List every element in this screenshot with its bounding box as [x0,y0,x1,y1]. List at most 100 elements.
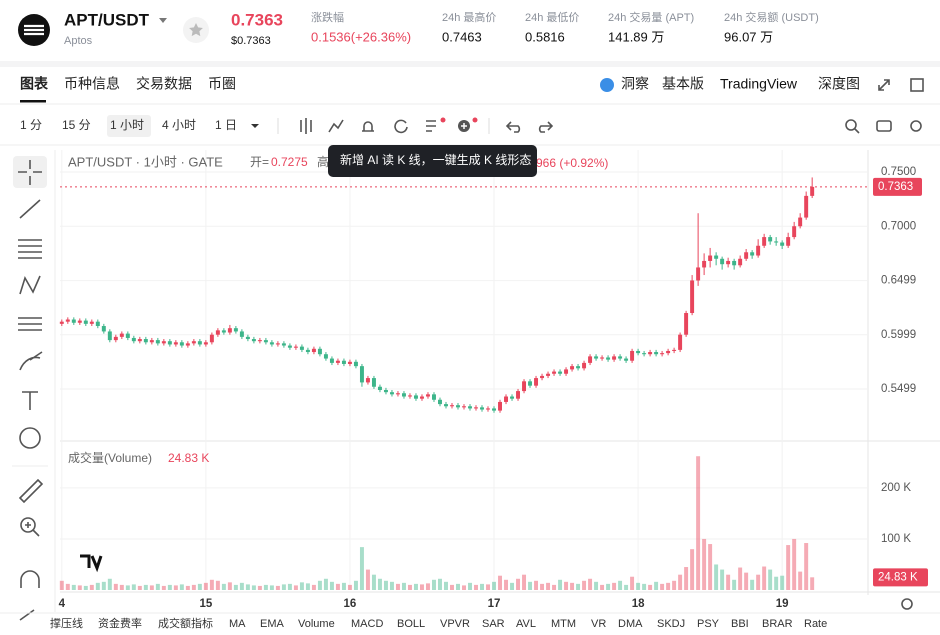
volume-bar [648,584,653,590]
volume-bar [311,584,316,590]
window-icon[interactable] [910,78,924,92]
volume-bar [606,583,611,590]
tv-logo-mark [80,554,103,573]
axis-settings-icon[interactable] [901,598,913,610]
candle-body [690,280,695,314]
volume-bar [600,584,605,590]
indicator[interactable]: 资金费率 [98,616,142,630]
tab[interactable]: 币种信息 [64,76,120,92]
indicator[interactable]: MTM [551,618,576,630]
interval[interactable]: 4 小时 [162,118,196,132]
volume-bar [492,581,496,590]
candle-body [768,237,773,242]
stat-label: 24h 最高价 [442,10,496,24]
volume-bar [654,581,659,590]
ai-icon[interactable] [426,120,436,132]
interval[interactable]: 1 日 [215,118,237,132]
indicator[interactable]: 撑压线 [50,616,83,630]
indicator[interactable]: BOLL [397,618,425,630]
camera-icon[interactable] [876,120,892,132]
interval[interactable]: 15 分 [62,118,91,132]
indicator[interactable]: EMA [260,618,285,630]
candle-body [347,361,352,364]
indicator-bar: 撑压线 资金费率 成交额指标 MA EMA Volume MACD BOLL VPVR SAR AV… [50,616,827,630]
indicator-icon[interactable] [328,119,344,133]
fullscreen-icon[interactable] [878,79,890,91]
volume-bar [407,584,412,590]
candle-body [209,334,214,343]
candle-type-icon[interactable] [300,118,312,134]
indicator[interactable]: DMA [618,618,643,630]
indicator[interactable]: AVL [516,618,536,630]
trendline-tool[interactable] [19,199,41,219]
indicator[interactable]: MA [229,618,246,630]
indicator[interactable]: SAR [482,618,505,630]
indicator[interactable]: Rate [804,618,827,630]
candle-body [636,350,641,354]
indicator[interactable]: PSY [697,618,720,630]
candle-body [762,237,767,246]
volume-bar [630,576,635,590]
volume-bar [690,549,695,590]
volume-bar [335,583,340,590]
candle-body [600,357,605,359]
settings-icon[interactable] [910,120,922,132]
interval[interactable]: 1 小时 [110,118,144,132]
pencil-tool[interactable] [19,609,35,621]
tab[interactable]: 图表 [20,76,49,92]
volume-bar [233,584,238,590]
volume-bar [167,584,172,590]
volume-bar [672,580,677,590]
indicator[interactable]: VPVR [440,618,470,630]
indicator[interactable]: Volume [298,618,335,630]
tab[interactable]: 交易数据 [136,76,192,92]
volume-bar [113,583,118,590]
star-icon [189,23,203,37]
y-tick-label: 0.5999 [881,329,916,341]
emoji-tool[interactable] [19,427,41,449]
indicator[interactable]: BRAR [762,618,793,630]
fib-tool[interactable] [18,317,42,331]
magnet-tool[interactable] [20,570,40,588]
interval[interactable]: 1 分 [20,118,42,132]
lines-tool[interactable] [18,239,42,259]
volume-bar [263,584,268,590]
x-tick-label: 17 [488,598,501,610]
volume-bar [558,579,563,590]
volume-current: 24.83 K [168,451,209,465]
volume-bar [546,582,551,590]
coin-name: Aptos [64,35,93,47]
zoom-tool[interactable] [20,517,36,533]
pattern-tool[interactable] [19,275,41,295]
coin-logo-mark [24,24,44,36]
candle-body [329,358,334,363]
crosshair-tool[interactable] [18,160,42,185]
indicator[interactable]: 成交额指标 [158,616,213,630]
candle-body [510,396,515,399]
text-tool[interactable] [22,391,38,410]
volume-bar [444,581,448,590]
stat-value: 96.07 万 [724,29,773,44]
volume-bar [768,569,773,590]
pair-dropdown[interactable] [159,18,167,23]
brush-tool[interactable] [19,351,43,371]
undo-icon[interactable] [505,121,521,133]
tab[interactable]: 币圈 [208,76,236,92]
indicator[interactable]: SKDJ [657,618,685,630]
right-tab[interactable]: TradingView [720,76,798,92]
right-tab[interactable]: 洞察 [621,76,649,92]
candle-body [119,333,124,337]
right-tab[interactable]: 基本版 [662,76,704,92]
replay-icon[interactable] [394,119,408,134]
candle-body [371,378,376,387]
search-icon[interactable] [845,119,857,131]
redo-icon[interactable] [538,121,554,133]
ruler-tool[interactable] [18,478,44,504]
pair[interactable]: APT/USDT [64,10,150,29]
alert-icon[interactable] [362,121,374,132]
right-tab[interactable]: 深度图 [818,76,860,92]
interval-dropdown[interactable] [251,124,259,128]
indicator[interactable]: VR [591,618,606,630]
indicator[interactable]: MACD [351,618,383,630]
indicator[interactable]: BBI [731,618,749,630]
